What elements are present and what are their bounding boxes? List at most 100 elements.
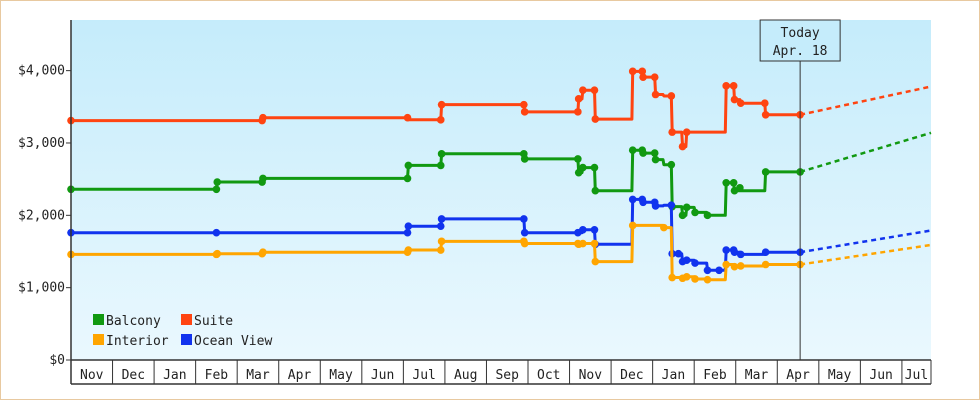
legend-item-balcony[interactable]: Balcony: [93, 314, 161, 329]
data-point: [761, 168, 770, 176]
month-label: Feb: [703, 368, 727, 383]
month-label: May: [329, 368, 353, 383]
series-interior: [67, 221, 804, 284]
data-point: [437, 237, 446, 246]
data-point: [678, 211, 687, 220]
legend-label: Suite: [194, 314, 233, 329]
data-point: [682, 273, 691, 281]
data-point: [667, 92, 676, 100]
data-point: [638, 67, 647, 76]
series-layer: [67, 67, 932, 284]
data-point: [259, 174, 267, 183]
data-point: [591, 115, 600, 123]
legend-item-ocean-view[interactable]: Ocean View: [181, 334, 272, 349]
data-point: [590, 239, 599, 248]
data-point: [736, 262, 745, 270]
month-label: Jul: [412, 368, 435, 383]
data-point: [404, 161, 413, 170]
forecast-line: [799, 229, 932, 254]
month-label: May: [828, 368, 852, 383]
data-point: [639, 198, 647, 207]
data-point: [703, 275, 712, 284]
forecast-line: [799, 243, 932, 266]
data-point: [628, 67, 637, 76]
data-point: [730, 248, 739, 257]
data-point: [761, 99, 769, 107]
today-marker: Today Apr. 18: [759, 19, 841, 360]
data-point: [403, 228, 412, 237]
legend-label: Ocean View: [194, 334, 272, 349]
data-point: [437, 215, 446, 223]
data-point: [715, 266, 723, 275]
data-point: [628, 221, 637, 230]
data-point: [404, 246, 413, 254]
data-point: [520, 239, 529, 248]
y-axis-ticks: $0 $1,000 $2,000 $3,000 $4,000: [18, 64, 71, 368]
data-point: [520, 100, 528, 109]
legend-swatch: [181, 334, 192, 345]
data-point: [404, 222, 413, 230]
data-point: [639, 73, 647, 81]
data-point: [213, 178, 222, 186]
data-point: [590, 163, 599, 172]
today-title: Today: [781, 26, 820, 41]
y-tick-label: $2,000: [18, 208, 65, 223]
data-point: [691, 275, 699, 283]
data-point: [628, 146, 637, 155]
month-label: Oct: [537, 368, 560, 383]
data-point: [520, 215, 528, 223]
data-point: [730, 262, 739, 271]
data-point: [761, 110, 770, 119]
data-point: [520, 228, 529, 237]
data-point: [437, 100, 446, 109]
data-point: [590, 225, 599, 234]
data-point: [722, 260, 730, 269]
data-point: [667, 160, 676, 169]
data-point: [736, 250, 745, 259]
data-point: [437, 150, 446, 158]
data-point: [579, 225, 587, 234]
data-point: [639, 149, 647, 157]
data-point: [651, 90, 660, 99]
legend-item-interior[interactable]: Interior: [93, 334, 169, 349]
data-point: [436, 161, 445, 170]
data-point: [682, 203, 691, 212]
data-point: [730, 95, 739, 104]
data-point: [668, 273, 676, 282]
month-label: Apr: [786, 368, 810, 383]
month-label: Jun: [371, 368, 394, 383]
data-point: [736, 99, 745, 107]
y-tick-label: $3,000: [18, 136, 65, 151]
data-point: [436, 246, 445, 254]
data-point: [660, 223, 668, 232]
month-label: Nov: [579, 368, 603, 383]
month-label: Sep: [495, 368, 519, 383]
month-label: Mar: [745, 368, 769, 383]
data-point: [579, 163, 587, 172]
month-label: Mar: [246, 368, 270, 383]
data-point: [403, 174, 412, 183]
axes: [70, 20, 931, 385]
data-point: [574, 168, 583, 177]
data-point: [591, 186, 600, 195]
data-point: [436, 222, 445, 230]
data-point: [761, 248, 770, 257]
y-tick-label: $1,000: [18, 281, 65, 296]
data-point: [574, 155, 582, 163]
data-point: [650, 149, 659, 157]
legend-item-suite[interactable]: Suite: [181, 314, 233, 329]
month-label: Dec: [620, 368, 643, 383]
data-point: [520, 108, 529, 116]
data-point: [590, 86, 599, 94]
data-point: [650, 73, 659, 81]
data-point: [761, 260, 770, 269]
data-point: [691, 259, 699, 267]
month-label: Jun: [869, 368, 892, 383]
data-point: [651, 202, 660, 210]
data-point: [436, 116, 445, 124]
legend-label: Balcony: [106, 314, 161, 329]
data-point: [722, 246, 730, 254]
forecast-line: [799, 85, 932, 116]
data-point: [729, 178, 738, 187]
